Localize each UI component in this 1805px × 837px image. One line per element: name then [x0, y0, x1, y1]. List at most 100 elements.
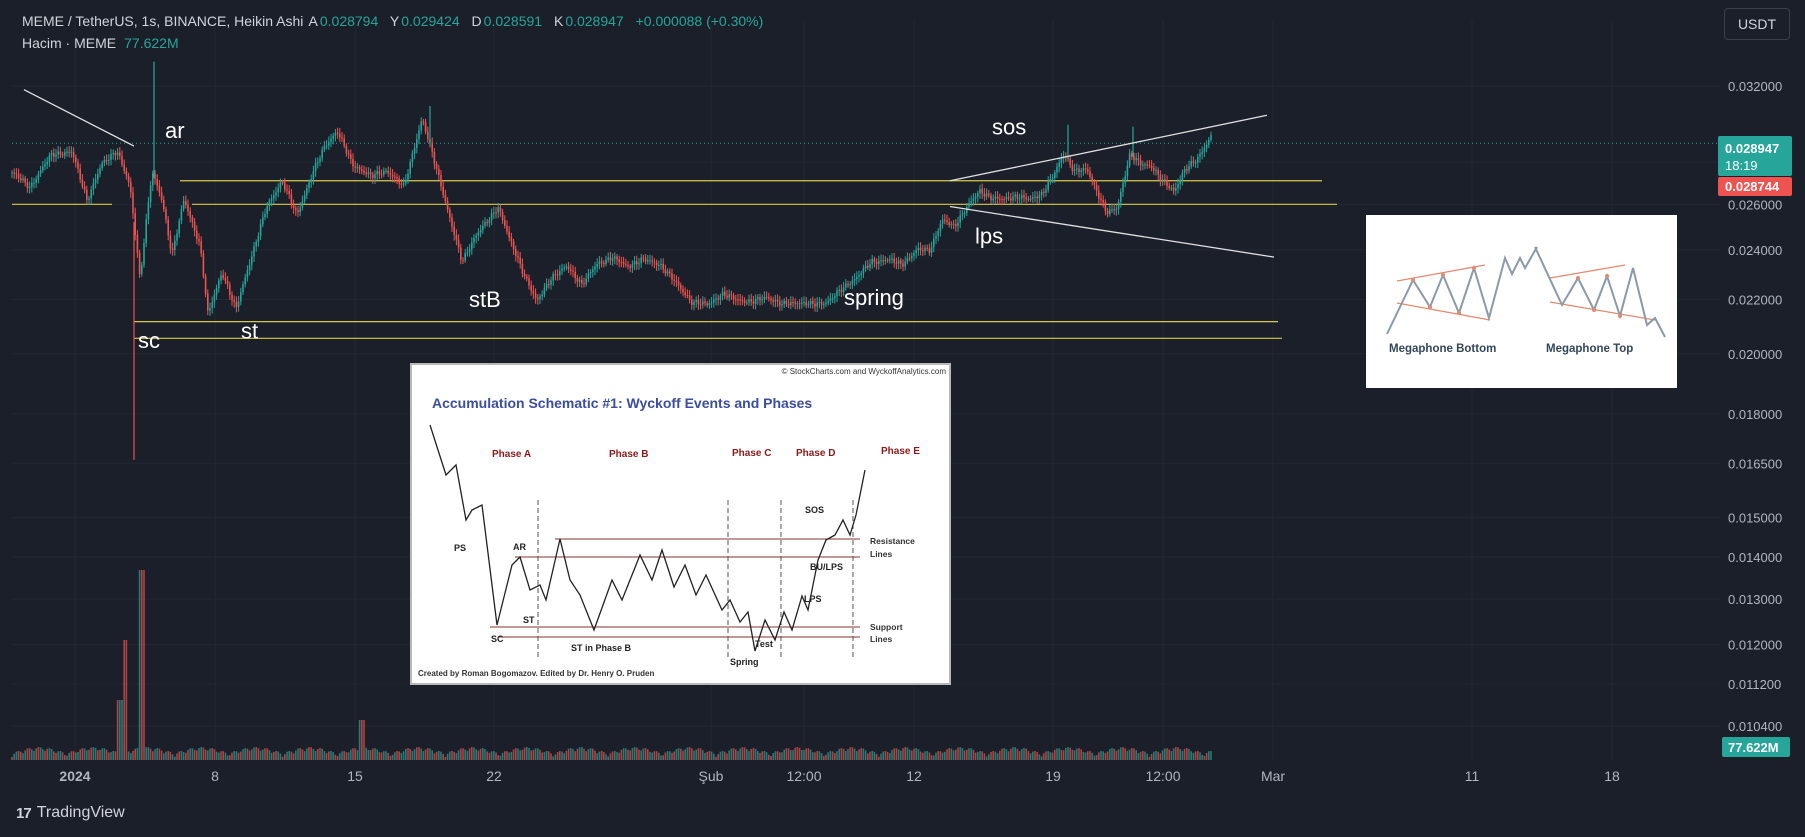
- volume-bar: [376, 749, 378, 760]
- volume-bar: [864, 750, 867, 760]
- volume-bar: [97, 750, 99, 760]
- volume-bar: [28, 748, 31, 760]
- volume-bar: [308, 747, 310, 760]
- volume-bar: [798, 747, 801, 760]
- volume-tag-box: [1722, 737, 1790, 757]
- volume-bar: [842, 748, 845, 760]
- candle-body: [59, 151, 62, 155]
- volume-bar: [81, 748, 84, 760]
- volume-bar: [686, 747, 689, 760]
- candle-body: [1012, 196, 1014, 201]
- volume-bar: [136, 748, 139, 760]
- volume-bar: [365, 747, 367, 760]
- volume-bar: [510, 751, 513, 760]
- symbol-line[interactable]: MEME / TetherUS, 1s, BINANCE, Heikin Ash…: [22, 13, 304, 29]
- volume-header[interactable]: Hacim · MEME 77.622M: [22, 35, 179, 51]
- candle-body: [743, 300, 746, 303]
- volume-bar: [105, 749, 108, 760]
- volume-bar: [193, 749, 196, 760]
- candle-body: [867, 265, 869, 268]
- candle-body: [156, 178, 158, 186]
- candle-body: [462, 259, 464, 261]
- candle-body: [61, 154, 64, 156]
- y-tick-label: 0.014000: [1728, 550, 1782, 565]
- volume-bar: [1102, 751, 1104, 760]
- volume-bar: [1159, 753, 1162, 760]
- candle-body: [937, 231, 939, 236]
- volume-bar: [1139, 751, 1142, 760]
- candle-body: [497, 207, 499, 213]
- candle-body: [713, 299, 715, 303]
- volume-bar: [651, 752, 653, 760]
- volume-bar: [642, 748, 645, 760]
- candle-body: [191, 217, 194, 223]
- time-axis[interactable]: 2024 8 15 22 Şub 12:00 12 19 12:00 Mar 11 18: [59, 768, 1620, 784]
- candle-body: [581, 279, 583, 284]
- candle-body: [136, 234, 139, 253]
- volume-bar: [697, 748, 700, 760]
- x-tick-label: Şub: [699, 768, 724, 784]
- volume-bar: [979, 751, 981, 760]
- volume-bar: [1179, 749, 1181, 760]
- volume-bar: [781, 752, 783, 760]
- volume-bar: [919, 751, 922, 760]
- candle-body: [1197, 157, 1199, 163]
- volume-bar: [900, 750, 902, 760]
- candle-body: [165, 209, 167, 220]
- volume-bar: [688, 747, 691, 760]
- volume-bar: [83, 748, 86, 760]
- candle-body: [1155, 169, 1157, 171]
- wyckoff-inset-frame: [410, 363, 951, 685]
- candle-body: [919, 247, 922, 250]
- candle-body: [1054, 172, 1056, 179]
- currency-button[interactable]: USDT: [1724, 8, 1790, 40]
- volume-bar: [352, 748, 354, 760]
- volume-bar: [682, 750, 684, 760]
- volume-bar: [880, 753, 882, 760]
- volume-bar: [809, 749, 812, 760]
- volume-bar: [554, 754, 557, 760]
- volume-bar: [479, 748, 482, 760]
- volume-bar: [462, 748, 464, 760]
- y-tick-label: 0.022000: [1728, 292, 1782, 307]
- candle-body: [926, 247, 928, 249]
- candle-body: [26, 182, 29, 189]
- candle-body: [715, 298, 717, 300]
- volume-bar: [640, 750, 642, 760]
- candle-body: [627, 264, 629, 267]
- volume-bar: [1203, 755, 1206, 760]
- candle-body: [1179, 180, 1181, 185]
- candle-body: [930, 247, 933, 253]
- volume-bar: [1161, 750, 1164, 760]
- volume-bar: [48, 748, 51, 760]
- candle-body: [325, 145, 328, 147]
- volume-bar: [959, 747, 961, 760]
- candle-body: [757, 297, 759, 300]
- symbol-header[interactable]: MEME / TetherUS, 1s, BINANCE, Heikin Ash…: [22, 13, 771, 29]
- candle-body: [442, 186, 444, 195]
- megaphone-point: [1618, 314, 1622, 318]
- tradingview-brand[interactable]: 17 TradingView: [16, 804, 125, 822]
- volume-bar: [446, 753, 449, 760]
- candle-body: [699, 304, 702, 306]
- volume-bar: [1199, 752, 1201, 760]
- ohlc-high-label: Y: [389, 13, 400, 29]
- volume-bar: [237, 752, 240, 760]
- x-tick-label: 12:00: [1145, 768, 1180, 784]
- candle-body: [572, 270, 574, 272]
- price-change: +0.000088 (+0.30%): [635, 13, 764, 29]
- volume-bar: [343, 751, 345, 760]
- volume-bar: [829, 751, 832, 760]
- candle-body: [75, 157, 77, 163]
- volume-bar: [611, 751, 614, 760]
- volume-bar: [966, 749, 968, 760]
- y-tick-label: 0.015000: [1728, 511, 1782, 526]
- volume-bar: [812, 752, 814, 760]
- volume-bar: [1210, 751, 1212, 760]
- candle-body: [1205, 144, 1208, 149]
- candle-body: [275, 192, 277, 196]
- candle-body: [158, 185, 161, 193]
- candle-body: [779, 301, 781, 306]
- candle-body: [664, 269, 667, 274]
